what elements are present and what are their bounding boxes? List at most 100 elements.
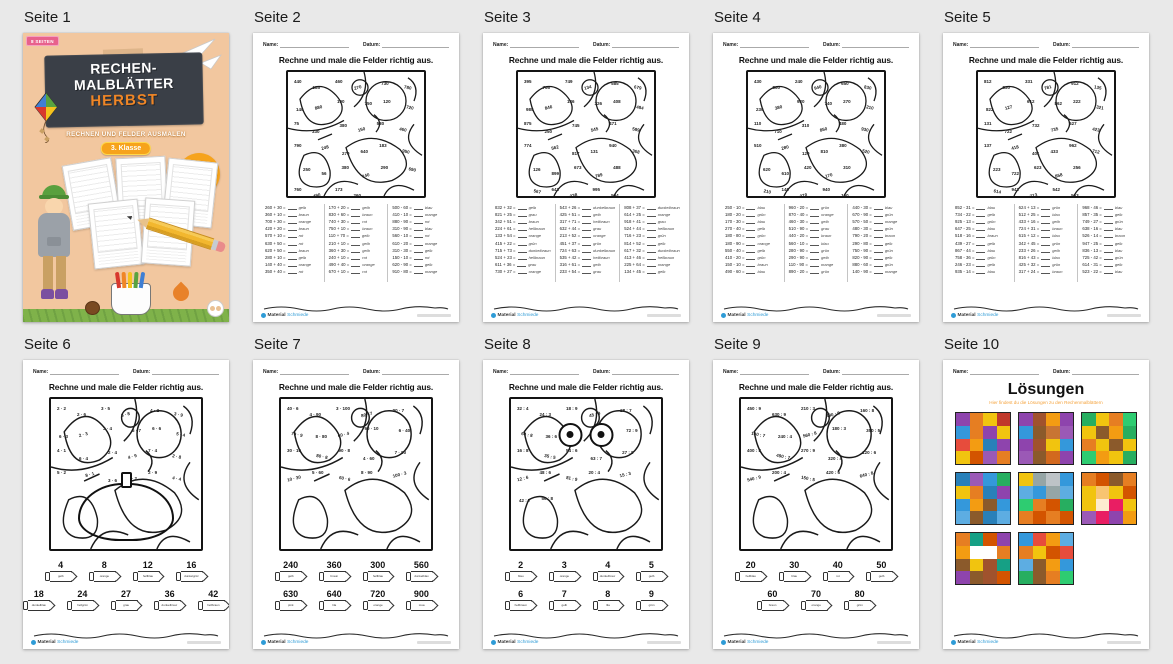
- equation-row: 615 + 12 = blau: [1018, 233, 1060, 239]
- crayon-answer-key: 2 blau 3 orange 4 dunkelbraun 5 gelb 6 hellbraun…: [483, 560, 689, 611]
- page-cell-4: Seite 4 Name: Datum: Rechne und male die…: [713, 9, 919, 322]
- wavy-line: [491, 631, 681, 639]
- logo-icon: [261, 640, 266, 645]
- crayon-item: 60 braun: [757, 589, 790, 611]
- page-cell-7: Seite 7 Name: Datum: Rechne und male die…: [253, 336, 459, 649]
- worksheet-heading: Rechne und male die Felder richtig aus.: [508, 382, 664, 392]
- equation-row: 647 - 25 = blau: [955, 226, 996, 232]
- page-thumb-seite-8[interactable]: Name: Datum: Rechne und male die Felder …: [483, 360, 689, 649]
- page-thumb-seite-3[interactable]: Name: Datum: Rechne und male die Felder …: [483, 33, 689, 322]
- equation-row: 490 + 40 = orange: [328, 262, 375, 268]
- logo-icon: [721, 313, 726, 318]
- worksheet-footer: Material Schmiede: [491, 631, 681, 645]
- page-thumb-seite-4[interactable]: Name: Datum: Rechne und male die Felder …: [713, 33, 919, 322]
- field-numbers: 32 : 4 24 : 3 18 : 9 45 : 9 28 : 7 64 : 8 36 :…: [516, 406, 638, 503]
- page-thumb-seite-7[interactable]: Name: Datum: Rechne und male die Felder …: [253, 360, 459, 649]
- logo-icon: [951, 640, 956, 645]
- equation-row: 170 - 30 = blau: [725, 218, 766, 224]
- crayon-icon: pink: [275, 600, 308, 611]
- page-thumb-seite-2[interactable]: Name: Datum: Rechne und male die Felder …: [253, 33, 459, 322]
- page-thumb-seite-5[interactable]: Name: Datum: Rechne und male die Felder …: [943, 33, 1149, 322]
- name-datum-row: Name: Datum:: [713, 360, 919, 375]
- page-thumb-seite-9[interactable]: Name: Datum: Rechne und male die Felder …: [713, 360, 919, 649]
- page-thumb-seite-1[interactable]: 8 SEITEN RECHEN- MALBLÄTTER HERBST RECHN: [23, 33, 229, 322]
- equation-row: 624 + 13 = grün: [1018, 204, 1061, 210]
- equation-row: 210 + 10 = gelb: [328, 240, 370, 246]
- equation-row: 480 - 30 = grün: [852, 226, 893, 232]
- field-numbers: 395 766 749 134 585 679 985 846 146 326 408 484 875 2…: [524, 79, 644, 198]
- page-label-1: Seite 1: [24, 9, 71, 26]
- equation-row: 715 + 73 = dunkelbraun: [495, 247, 551, 253]
- equation-row: 440 - 20 = braun: [788, 233, 832, 239]
- equation-row: 610 - 20 = orange: [392, 240, 438, 246]
- equation-row: 947 - 25 = gelb: [1082, 240, 1123, 246]
- crayon-item: 720 orange: [362, 589, 395, 611]
- logo-icon: [261, 313, 266, 318]
- equation-row: 749 - 27 = grün: [1082, 218, 1123, 224]
- crayon-item: 8 lila: [592, 589, 625, 611]
- crayon-icon: blau: [505, 571, 538, 582]
- page-thumb-seite-6[interactable]: Name: Datum: Rechne und male die Felder …: [23, 360, 229, 649]
- logo-icon: [491, 640, 496, 645]
- page-cell-2: Seite 2 Name: Datum: Rechne und male die…: [253, 9, 459, 322]
- crayon-item: 20 hellblau: [735, 560, 768, 582]
- crayon-icon: grün: [844, 600, 877, 611]
- equation-row: 808 + 37 = dunkelbraun: [624, 204, 680, 210]
- crayon-icon: hellbraun: [197, 600, 229, 611]
- equation-row: 350 + 40 = rot: [265, 269, 304, 275]
- page-label-5: Seite 5: [944, 9, 991, 26]
- equation-row: 310 - 30 = gelb: [392, 247, 433, 253]
- equation-row: 730 + 27 = orange: [495, 269, 542, 275]
- equation-row: 140 + 40 = orange: [265, 262, 312, 268]
- name-datum-row: Name: Datum:: [943, 33, 1149, 48]
- wavy-line: [951, 304, 1141, 312]
- datum-label: Datum:: [363, 369, 381, 375]
- crayon-icon: hellblau: [735, 571, 768, 582]
- crayon-item: 24 hellgrün: [67, 589, 100, 611]
- equation-row: 233 + 26 = gelb: [1018, 247, 1060, 253]
- coloring-picture-sunflowers: 430 560 240 940 650 830 230 380 920 740 270 210 110 7…: [746, 70, 886, 198]
- crayon-item: 27 grau: [110, 589, 143, 611]
- wavy-line: [491, 304, 681, 312]
- coloring-picture-snail: 812 530 331 781 912 135 822 127 612 862 222 321 131 7…: [976, 70, 1116, 198]
- equation-row: 758 - 36 = grün: [955, 254, 996, 260]
- wavy-line: [951, 631, 1141, 639]
- equation-row: 700 + 30 = orange: [265, 218, 312, 224]
- crayon-icon: hellblau: [132, 571, 165, 582]
- equation-row: 524 + 44 = hellbraun: [624, 226, 675, 232]
- equation-row: 918 + 41 = grau: [624, 218, 666, 224]
- equation-row: 518 - 16 = braun: [955, 233, 998, 239]
- equation-row: 632 + 44 = grau: [559, 226, 602, 232]
- equation-row: 617 + 32 = dunkelbraun: [624, 247, 680, 253]
- worksheet-heading: Rechne und male die Felder richtig aus.: [508, 55, 664, 65]
- equation-row: 140 - 90 = orange: [852, 269, 898, 275]
- datum-label: Datum:: [823, 369, 841, 375]
- crayon-icon: lila: [592, 600, 625, 611]
- crayon-item: 42 hellbraun: [197, 589, 229, 611]
- crayon-icon: dunkelblau: [406, 571, 439, 582]
- equation-row: 316 + 61 = gelb: [559, 262, 601, 268]
- solutions-subtitle: Hier findest du die Lösungen zu den Rech…: [989, 400, 1103, 405]
- crayon-icon: braun: [318, 571, 351, 582]
- crayon-icon: gelb: [45, 571, 78, 582]
- worksheet-heading: Rechne und male die Felder richtig aus.: [278, 382, 434, 392]
- solution-thumb-tree: [1018, 532, 1074, 585]
- equation-row: 925 - 13 = grün: [955, 218, 996, 224]
- crayon-item: 9 grün: [636, 589, 669, 611]
- equation-row: 867 - 44 = blau: [955, 247, 996, 253]
- page-thumb-seite-10[interactable]: Name: Datum: Lösungen Hier findest du di…: [943, 360, 1149, 649]
- equation-row: 570 - 50 = orange: [852, 218, 898, 224]
- autumn-leaf-icon: [169, 281, 193, 305]
- crayon-icon: gelb: [866, 571, 899, 582]
- name-datum-row: Name: Datum:: [483, 33, 689, 48]
- datum-label: Datum:: [133, 369, 151, 375]
- crayon-icon: grün: [636, 600, 669, 611]
- equation-row: 270 - 40 = gelb: [725, 226, 766, 232]
- worksheet-heading: Rechne und male die Felder richtig aus.: [738, 382, 894, 392]
- equation-row: 935 - 14 = blau: [955, 269, 996, 275]
- wavy-line: [261, 631, 451, 639]
- name-datum-row: Name: Datum:: [253, 33, 459, 48]
- crayon-item: 560 dunkelblau: [406, 560, 439, 582]
- equation-row: 290 - 80 = gelb: [852, 240, 893, 246]
